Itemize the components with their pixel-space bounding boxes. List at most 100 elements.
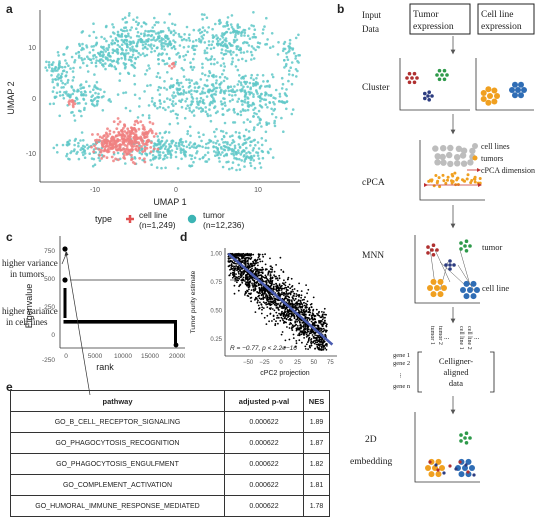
scatter-point <box>252 253 255 256</box>
scatter-point <box>261 290 264 293</box>
scatter-point <box>306 317 309 319</box>
scatter-point <box>284 286 287 289</box>
scatter-point <box>260 274 262 276</box>
scatter-point <box>292 297 294 300</box>
scatter-point <box>255 259 258 262</box>
scatter-point <box>319 348 322 350</box>
scatter-point <box>250 253 252 255</box>
scatter-point <box>290 291 293 293</box>
scatter-point <box>278 277 281 280</box>
scatter-point <box>275 302 277 305</box>
scatter-point <box>301 299 304 301</box>
scatter-point <box>248 265 251 267</box>
scatter-point <box>295 293 298 295</box>
table-header-row: pathway adjusted p-val NES <box>10 390 330 412</box>
scatter-point <box>306 341 309 344</box>
scatter-point <box>250 256 253 259</box>
scatter-point <box>258 268 260 271</box>
scatter-point <box>235 256 238 259</box>
scatter-point <box>264 274 267 277</box>
scatter-point <box>289 287 292 290</box>
scatter-point <box>260 312 263 315</box>
cell-pval: 0.000622 <box>224 453 304 475</box>
scatter-point <box>296 327 299 329</box>
scatter-point <box>269 308 272 310</box>
scatter-point <box>239 253 241 256</box>
cpca-dots <box>427 144 482 189</box>
scatter-point <box>302 322 305 324</box>
scatter-point <box>310 339 312 341</box>
scatter-point <box>251 267 253 270</box>
scatter-point <box>294 304 297 307</box>
scatter-point <box>316 324 319 327</box>
scatter-point <box>253 264 256 267</box>
scatter-point <box>316 327 319 330</box>
scatter-point <box>266 306 269 308</box>
scatter-point <box>278 289 280 292</box>
scatter-point <box>300 309 303 311</box>
scatter-point <box>252 279 255 282</box>
scatter-point <box>247 295 250 297</box>
cell-nes: 1.89 <box>303 411 330 433</box>
scatter-point <box>259 260 262 263</box>
scatter-x-label: cPC2 projection <box>260 370 310 377</box>
scatter-point <box>312 319 314 321</box>
scatter-point <box>278 317 280 319</box>
scatter-point <box>269 298 272 301</box>
scatter-point <box>244 294 246 296</box>
matrix-row-label: gene 2 <box>393 360 410 367</box>
matrix-col-label: tumor 2 <box>437 326 443 345</box>
scatter-point <box>265 282 268 285</box>
scatter-point <box>247 276 249 278</box>
scatter-point <box>280 285 282 288</box>
scatter-point <box>302 313 305 316</box>
scatter-point <box>266 296 269 299</box>
scatter-point <box>293 325 296 327</box>
scatter-point <box>260 288 263 290</box>
table-row: GO_HUMORAL_IMMUNE_RESPONSE_MEDIATED 0.00… <box>10 495 330 517</box>
scatter-point <box>268 281 271 284</box>
scatter-x-tick: 75 <box>327 360 334 366</box>
scatter-point <box>261 275 264 278</box>
scatter-point <box>323 317 325 319</box>
scatter-point <box>280 269 283 271</box>
scatter-point <box>278 274 281 277</box>
scatter-point <box>257 304 260 307</box>
scatter-point <box>230 263 233 265</box>
scatter-point <box>263 316 266 319</box>
scatter-point <box>267 300 270 303</box>
scatter-point <box>289 317 292 320</box>
legend-tumor-label: tumor <box>203 210 225 220</box>
scatter-point <box>314 318 316 320</box>
scatter-point <box>250 289 253 291</box>
scatter-point <box>269 280 272 283</box>
matrix-center-label: Celligner- <box>439 356 473 366</box>
scatter-point <box>287 298 290 301</box>
scatter-x-tick: 50 <box>311 360 318 366</box>
scatter-point <box>304 345 307 348</box>
scatter-point <box>280 333 283 336</box>
scatter-point <box>242 270 244 273</box>
scatter-point <box>298 282 300 285</box>
scatter-x-tick: −25 <box>259 360 270 366</box>
scatter-point <box>319 338 322 341</box>
scatter-point <box>323 311 325 314</box>
scatter-point <box>290 312 292 315</box>
scatter-point <box>294 345 297 348</box>
step-2d-label-2: embedding <box>350 457 392 467</box>
scatter-point <box>284 284 287 287</box>
matrix-row-label: gene 1 <box>393 352 410 359</box>
scatter-point <box>254 267 257 269</box>
scatter-point <box>318 315 321 317</box>
scatter-point <box>296 301 299 303</box>
scatter-point <box>231 276 234 279</box>
scatter-point <box>285 295 287 297</box>
scatter-point <box>288 292 291 294</box>
scatter-point <box>229 260 231 263</box>
scatter-point <box>290 322 293 325</box>
scatter-point <box>307 288 310 291</box>
scatter-point <box>288 283 291 286</box>
scatter-point <box>262 307 265 309</box>
scatter-point <box>275 282 277 285</box>
scatter-point <box>252 286 254 288</box>
